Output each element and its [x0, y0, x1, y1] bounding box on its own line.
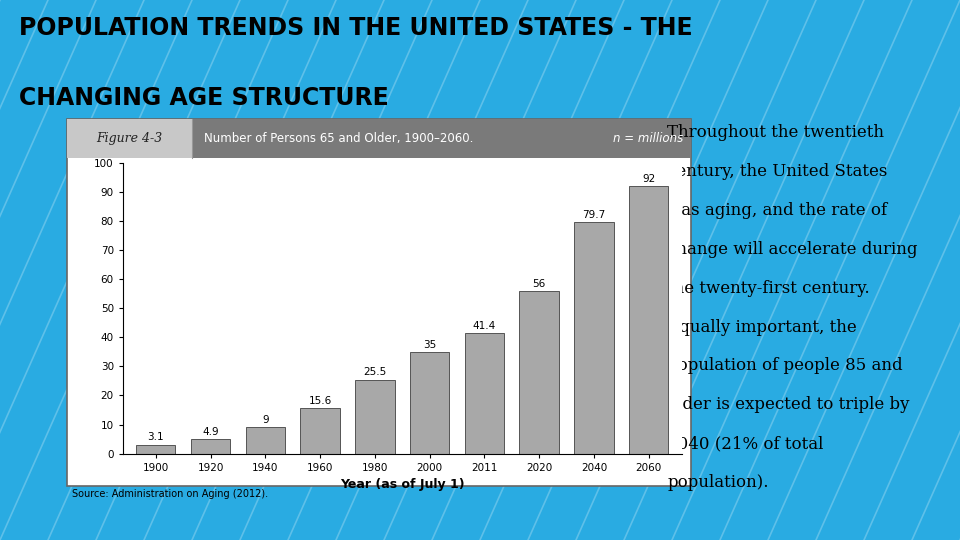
Text: Throughout the twentieth: Throughout the twentieth — [667, 124, 884, 141]
X-axis label: Year (as of July 1): Year (as of July 1) — [340, 478, 465, 491]
Bar — [574, 222, 613, 454]
Text: 3.1: 3.1 — [148, 432, 164, 442]
Bar — [629, 186, 668, 454]
Text: Figure 4-3: Figure 4-3 — [96, 132, 163, 145]
Text: 92: 92 — [642, 174, 656, 184]
Text: n = millions: n = millions — [613, 132, 684, 145]
Text: was aging, and the rate of: was aging, and the rate of — [667, 202, 887, 219]
Text: 41.4: 41.4 — [472, 321, 496, 331]
FancyBboxPatch shape — [67, 119, 192, 158]
Bar — [191, 440, 230, 454]
Text: 9: 9 — [262, 415, 269, 425]
Text: the twenty-first century.: the twenty-first century. — [667, 280, 870, 296]
Bar — [136, 444, 176, 454]
Text: 15.6: 15.6 — [308, 396, 332, 406]
Text: 25.5: 25.5 — [363, 367, 387, 377]
Bar — [300, 408, 340, 454]
Text: POPULATION TRENDS IN THE UNITED STATES - THE: POPULATION TRENDS IN THE UNITED STATES -… — [19, 16, 693, 40]
FancyBboxPatch shape — [67, 119, 691, 486]
Text: 35: 35 — [423, 340, 436, 349]
Bar — [465, 333, 504, 454]
Text: 4.9: 4.9 — [203, 427, 219, 437]
Text: population of people 85 and: population of people 85 and — [667, 357, 902, 374]
Text: Source: Administration on Aging (2012).: Source: Administration on Aging (2012). — [72, 489, 268, 499]
Text: 2040 (21% of total: 2040 (21% of total — [667, 435, 824, 452]
Text: 56: 56 — [533, 279, 546, 288]
Text: change will accelerate during: change will accelerate during — [667, 241, 918, 258]
FancyBboxPatch shape — [67, 119, 691, 158]
Text: CHANGING AGE STRUCTURE: CHANGING AGE STRUCTURE — [19, 86, 389, 110]
Text: century, the United States: century, the United States — [667, 163, 888, 180]
Text: Equally important, the: Equally important, the — [667, 319, 857, 335]
Text: population).: population). — [667, 474, 769, 491]
Text: older is expected to triple by: older is expected to triple by — [667, 396, 910, 413]
Bar — [246, 428, 285, 454]
Text: 79.7: 79.7 — [583, 210, 606, 220]
Bar — [410, 352, 449, 454]
Text: Number of Persons 65 and Older, 1900–2060.: Number of Persons 65 and Older, 1900–206… — [204, 132, 473, 145]
Bar — [355, 380, 395, 454]
Bar — [519, 291, 559, 454]
